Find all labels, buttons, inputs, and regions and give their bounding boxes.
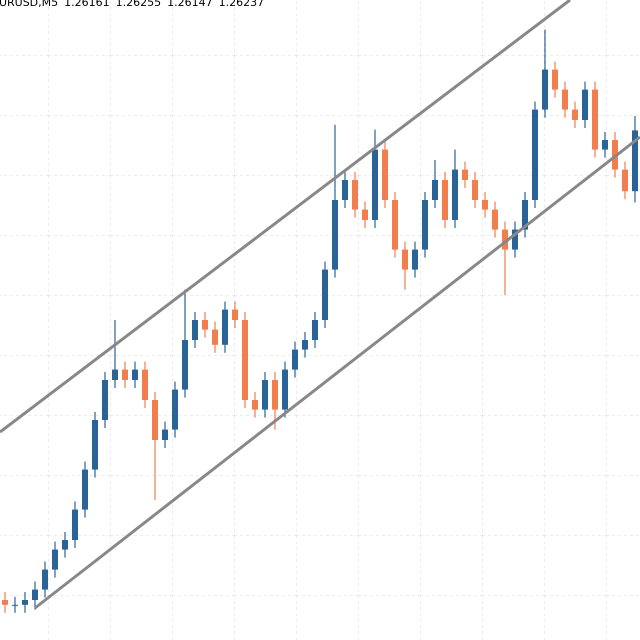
candle-body (502, 229, 508, 250)
candle-body (332, 200, 338, 270)
candle-body (362, 209, 368, 220)
candle-body (122, 369, 128, 380)
candle-body (522, 200, 528, 230)
header-open: 1.26161 (64, 0, 110, 9)
candle-body (572, 109, 578, 120)
candle-body (302, 340, 308, 350)
candle-body (532, 109, 538, 200)
candle-body (392, 200, 398, 250)
candle-body (162, 429, 168, 440)
candle-body (592, 89, 598, 150)
candle-body (182, 340, 188, 390)
candle-body (582, 89, 588, 120)
candle-body (402, 249, 408, 270)
candle-body (632, 130, 638, 192)
candle-body (482, 200, 488, 210)
candle-body (12, 604, 18, 606)
candle-body (102, 380, 108, 420)
candle-body (602, 140, 608, 150)
candle-body (22, 600, 28, 605)
candle-body (172, 389, 178, 430)
candle-body (252, 400, 258, 410)
candle-body (512, 229, 518, 250)
candle-body (192, 320, 198, 340)
header-high: 1.26255 (116, 0, 162, 9)
candle-body (32, 589, 38, 600)
channel-upper (0, 0, 571, 434)
candle-body (242, 320, 248, 400)
header-close: 1.26237 (219, 0, 265, 9)
candle-body (282, 369, 288, 410)
candle-body (352, 180, 358, 210)
candle-body (472, 180, 478, 200)
candle-body (622, 169, 628, 192)
candle-body (462, 169, 468, 180)
candle-body (112, 369, 118, 380)
channel-lower (34, 135, 640, 610)
candle-body (212, 329, 218, 345)
candle-body (62, 540, 68, 550)
candle-body (382, 149, 388, 200)
candle-body (452, 169, 458, 220)
candles (2, 29, 638, 613)
header-low: 1.26147 (167, 0, 213, 9)
candle-body (272, 380, 278, 410)
candle-body (262, 380, 268, 410)
candle-body (92, 420, 98, 470)
candle-body (222, 309, 228, 345)
candle-body (492, 209, 498, 230)
candle-body (442, 180, 448, 220)
candle-body (562, 89, 568, 110)
candle-body (292, 349, 298, 370)
candle-body (72, 509, 78, 540)
candle-body (372, 149, 378, 220)
candle-body (312, 320, 318, 340)
candle-body (422, 200, 428, 250)
candle-body (132, 369, 138, 380)
candle-body (82, 469, 88, 510)
candle-body (202, 320, 208, 330)
candle-body (542, 69, 548, 110)
chart-header: EURUSD,M5 1.26161 1.26255 1.26147 1.26237 (0, 0, 264, 9)
symbol: EURUSD,M5 (0, 0, 58, 9)
candle-body (142, 369, 148, 400)
candle-body (2, 600, 8, 605)
candle-body (42, 569, 48, 590)
candle-body (342, 180, 348, 200)
candle-body (52, 549, 58, 570)
candle-body (152, 400, 158, 440)
candle-body (552, 69, 558, 90)
candle-body (322, 269, 328, 320)
candle-body (432, 180, 438, 200)
candle-body (232, 309, 238, 320)
candle-body (412, 249, 418, 270)
